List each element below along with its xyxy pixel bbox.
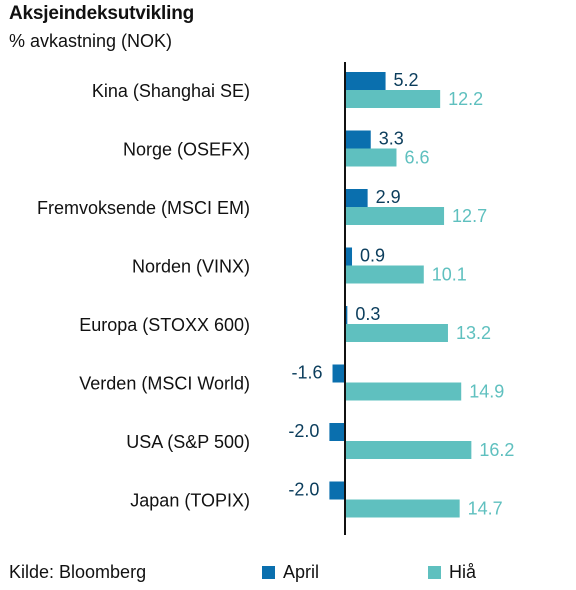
- bar-hia: [345, 148, 397, 167]
- bar-hia: [345, 324, 448, 342]
- bar-april: [345, 247, 353, 266]
- source-note: Kilde: Bloomberg: [9, 562, 147, 582]
- data-label-hia: 12.7: [452, 206, 487, 226]
- category-label: Norden (VINX): [132, 257, 250, 277]
- legend-label-hia: Hiå: [449, 562, 477, 582]
- bar-hia: [345, 207, 445, 225]
- category-label: Verden (MSCI World): [79, 374, 250, 394]
- bar-april: [345, 189, 368, 207]
- category-label: Fremvoksende (MSCI EM): [37, 198, 250, 218]
- category-label: Kina (Shanghai SE): [92, 81, 250, 101]
- legend-swatch-hia: [428, 566, 441, 579]
- category-label: Europa (STOXX 600): [79, 315, 250, 335]
- category-label: Norge (OSEFX): [123, 140, 250, 160]
- data-label-hia: 14.9: [469, 382, 504, 402]
- legend-item-april: April: [262, 562, 319, 583]
- bar-chart: Kina (Shanghai SE) 5.2 12.2 Norge (OSEFX) 3.…: [37, 62, 514, 535]
- data-label-april: -1.6: [291, 363, 322, 383]
- data-label-april: 5.2: [394, 70, 419, 90]
- data-label-hia: 14.7: [468, 499, 503, 519]
- data-label-hia: 16.2: [479, 440, 514, 460]
- data-label-hia: 6.6: [404, 148, 429, 168]
- data-label-april: -2.0: [288, 421, 319, 441]
- data-label-hia: 13.2: [456, 323, 491, 343]
- bar-hia: [345, 90, 441, 108]
- bar-april: [345, 72, 386, 90]
- legend-item-hia: Hiå: [428, 562, 476, 583]
- bar-hia: [345, 265, 424, 284]
- legend-swatch-april: [262, 566, 275, 579]
- category-label: USA (S&P 500): [126, 432, 250, 452]
- bar-april: [345, 306, 348, 324]
- data-label-april: -2.0: [288, 480, 319, 500]
- data-label-hia: 12.2: [448, 89, 483, 109]
- bar-april: [345, 130, 371, 149]
- data-label-april: 3.3: [379, 129, 404, 149]
- chart-subtitle: % avkastning (NOK): [9, 31, 173, 51]
- bar-april: [329, 481, 345, 500]
- bar-april: [332, 364, 345, 383]
- data-label-april: 0.3: [355, 304, 380, 324]
- data-label-hia: 10.1: [432, 265, 467, 285]
- bar-hia: [345, 499, 460, 518]
- bar-april: [329, 423, 345, 441]
- bar-hia: [345, 441, 472, 459]
- chart-title: Aksjeindeksutvikling: [9, 3, 195, 24]
- data-label-april: 0.9: [360, 246, 385, 266]
- category-label: Japan (TOPIX): [130, 491, 250, 511]
- bar-hia: [345, 382, 462, 401]
- data-label-april: 2.9: [376, 187, 401, 207]
- legend-label-april: April: [283, 562, 320, 582]
